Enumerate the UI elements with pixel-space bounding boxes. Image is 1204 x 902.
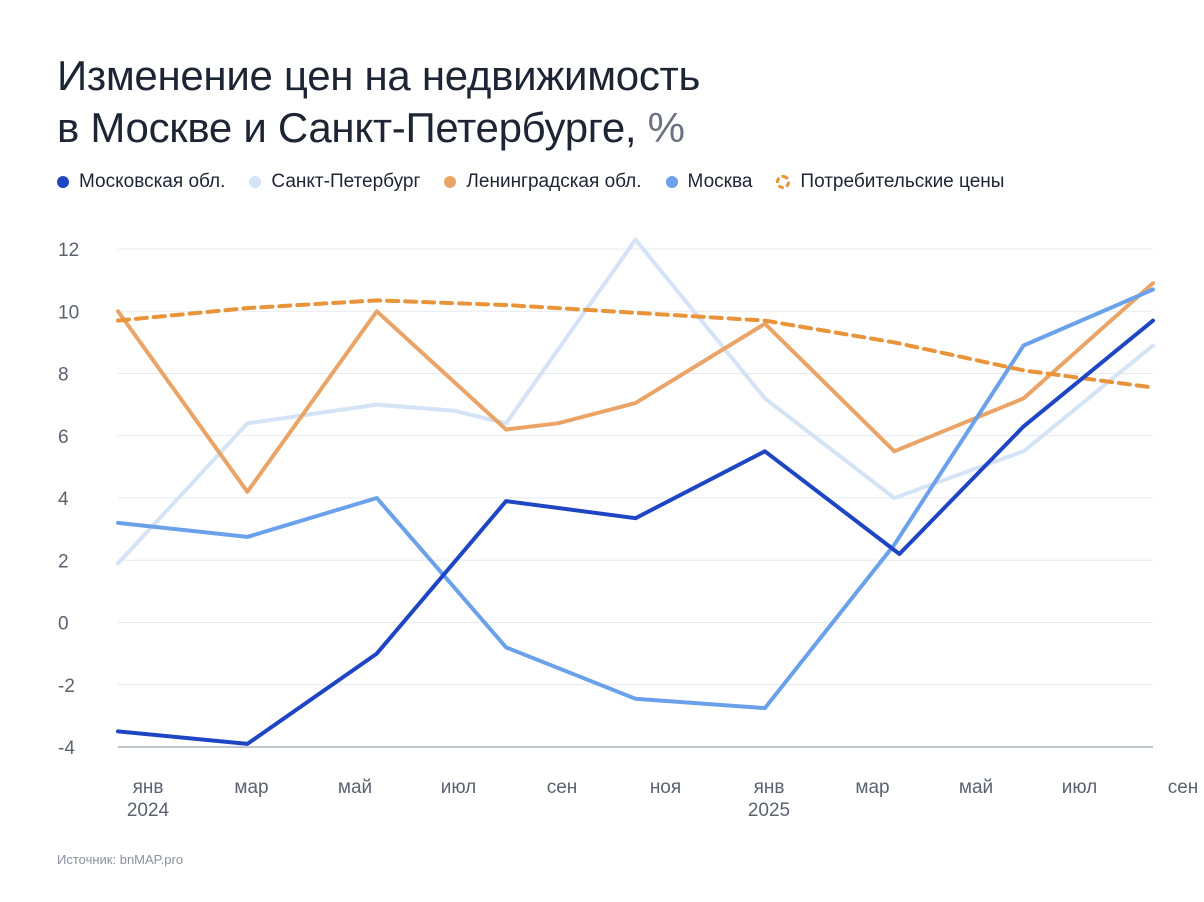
legend-swatch-mo	[57, 176, 69, 188]
legend-label: Московская обл.	[79, 171, 226, 192]
x-tick-label: янв	[133, 777, 164, 798]
legend-label: Ленинградская обл.	[466, 171, 642, 192]
chart-legend: Московская обл. Санкт-Петербург Ленинградс…	[57, 171, 1167, 193]
legend-swatch-lo	[444, 176, 457, 188]
y-tick-label: -2	[58, 676, 75, 697]
legend-swatch-cpi	[776, 175, 791, 189]
y-tick-label: 0	[58, 614, 69, 635]
legend-label: Москва	[687, 171, 753, 192]
y-tick-label: 4	[58, 489, 69, 510]
legend-label: Санкт-Петербург	[271, 171, 421, 192]
y-tick-label: 2	[58, 551, 69, 572]
series-line-spb	[116, 237, 1155, 566]
x-tick-year-label: 2025	[748, 800, 790, 821]
series-line-cpi	[116, 298, 1155, 390]
x-tick-label: сен	[1168, 777, 1199, 798]
legend-label: Потребительские цены	[800, 171, 1005, 192]
x-tick-label: май	[338, 777, 372, 798]
legend-item-lo: Ленинградская обл.	[444, 171, 642, 193]
x-tick-year-label: 2024	[127, 800, 170, 821]
legend-item-spb: Санкт-Петербург	[249, 171, 420, 193]
legend-item-mo: Московская обл.	[57, 171, 225, 193]
series-line-lo	[116, 281, 1155, 494]
legend-item-cpi: Потребительские цены	[776, 171, 1004, 193]
legend-swatch-msk	[665, 176, 678, 188]
series-line-mo	[116, 318, 1155, 746]
chart-title: Изменение цен на недвижимость в Москве и …	[57, 50, 700, 154]
legend-item-msk: Москва	[665, 171, 753, 193]
y-tick-label: -4	[58, 738, 75, 759]
y-tick-label: 10	[58, 302, 79, 323]
x-tick-label: янв	[754, 777, 785, 798]
x-tick-label: мар	[234, 777, 268, 798]
y-tick-label: 6	[58, 427, 69, 448]
title-line-2: в Москве и Санкт-Петербурге,	[57, 104, 637, 151]
source-note: Источник: bnMAP.pro	[57, 852, 184, 867]
y-tick-label: 12	[58, 240, 79, 261]
title-unit: %	[647, 104, 685, 151]
title-line-1: Изменение цен на недвижимость	[57, 52, 701, 99]
x-tick-label: мар	[855, 777, 889, 798]
x-tick-label: июл	[441, 777, 477, 798]
series-line-msk	[116, 287, 1155, 711]
y-tick-label: 8	[58, 365, 69, 386]
legend-swatch-spb	[249, 176, 262, 188]
x-tick-label: сен	[547, 777, 578, 798]
x-tick-label: июл	[1062, 777, 1098, 798]
x-tick-label: май	[959, 777, 993, 798]
x-tick-label: ноя	[650, 777, 681, 798]
